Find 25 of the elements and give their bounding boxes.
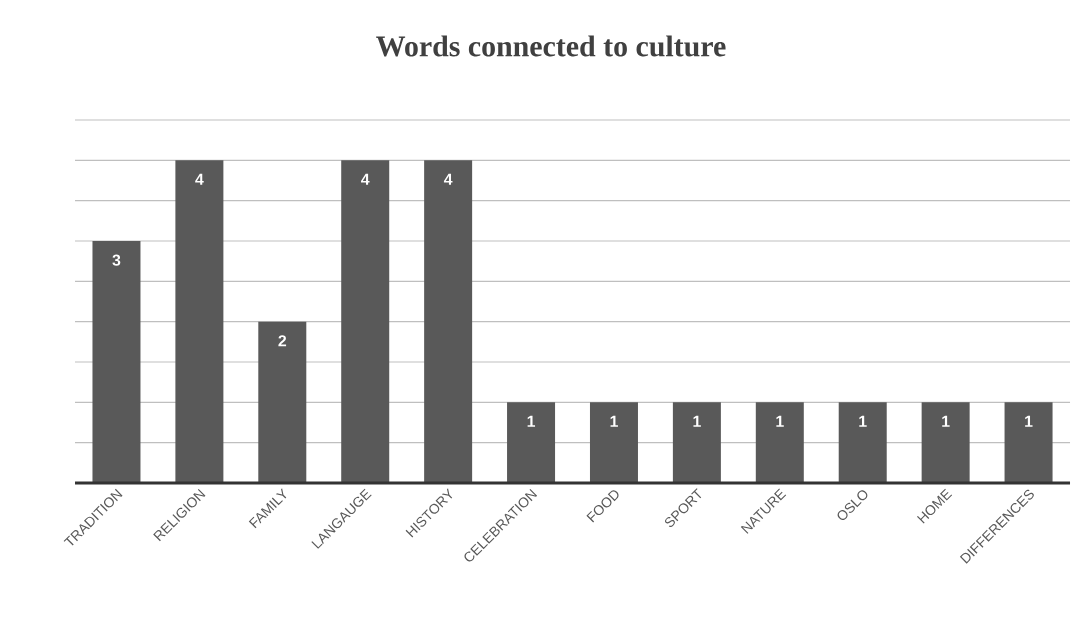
data-label: 2 — [278, 335, 287, 347]
bar — [1004, 402, 1053, 483]
bar — [92, 240, 141, 483]
data-label: 4 — [361, 173, 370, 185]
bar — [175, 160, 224, 483]
data-label: 4 — [443, 173, 453, 185]
bar — [341, 160, 390, 483]
bar — [589, 402, 638, 483]
bar — [838, 402, 887, 483]
bar — [921, 402, 970, 483]
bar — [507, 402, 556, 483]
data-label: 1 — [942, 415, 950, 427]
data-label: 1 — [693, 415, 701, 427]
data-label: 1 — [1025, 415, 1033, 427]
bar — [672, 402, 721, 483]
data-label: 1 — [859, 415, 867, 427]
chart-title: Words connected to culture — [376, 35, 726, 57]
bar — [258, 321, 307, 483]
data-label: 4 — [195, 173, 204, 185]
data-label: 1 — [776, 415, 784, 427]
bar — [755, 402, 804, 483]
data-label: 1 — [527, 415, 536, 427]
bar — [424, 160, 473, 483]
data-label: 3 — [112, 254, 121, 266]
data-label: 1 — [610, 415, 618, 427]
